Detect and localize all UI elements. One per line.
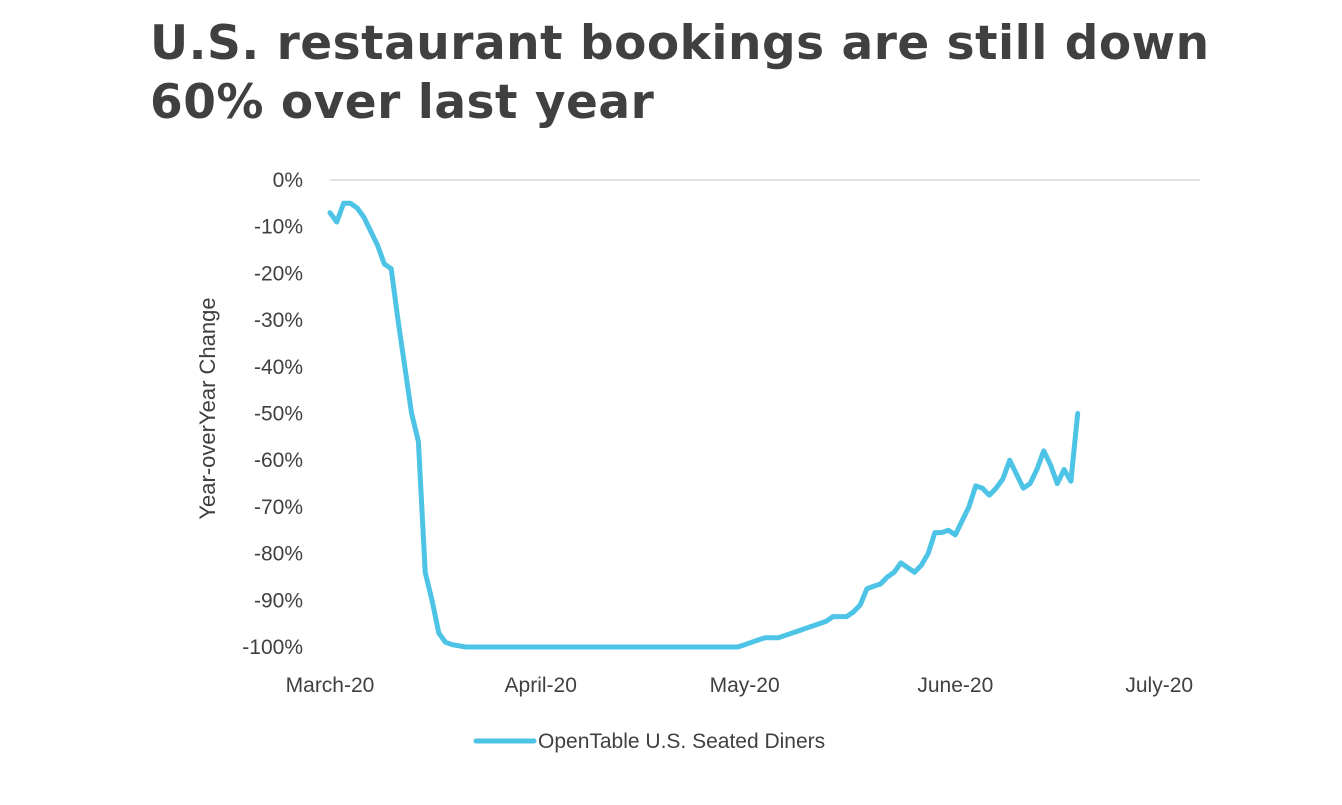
y-tick-label: -70% [254,496,303,519]
y-tick-label: -90% [254,589,303,612]
y-tick-label: -100% [242,636,303,659]
legend-label: OpenTable U.S. Seated Diners [538,730,825,753]
chart-title-line-1: U.S. restaurant bookings are still down [150,16,1210,71]
x-tick-label: March-20 [286,674,375,697]
y-axis-ticks: 0% -10% -20% -30% -40% -50% -60% -70% -80% -90% -1… [242,169,303,659]
y-tick-label: -60% [254,449,303,472]
y-tick-label: -30% [254,309,303,332]
series-layer [327,200,1081,650]
y-tick-label: -80% [254,543,303,566]
x-tick-label: May-20 [710,674,780,697]
y-tick-label: -10% [254,216,303,239]
chart-title: U.S. restaurant bookings are still down … [150,14,1250,132]
series-line-0 [327,200,1081,650]
x-tick-label: April-20 [505,674,577,697]
y-axis-title: Year-overYear Change [195,297,220,519]
legend: OpenTable U.S. Seated Diners [473,730,825,753]
y-tick-label: -40% [254,356,303,379]
chart-title-line-2: 60% over last year [150,75,655,130]
x-tick-label: July-20 [1125,674,1193,697]
y-tick-label: 0% [273,169,303,192]
y-tick-label: -20% [254,262,303,285]
x-tick-label: June-20 [917,674,993,697]
y-tick-label: -50% [254,403,303,426]
x-axis-ticks: March-20 April-20 May-20 June-20 July-20 [286,674,1193,697]
